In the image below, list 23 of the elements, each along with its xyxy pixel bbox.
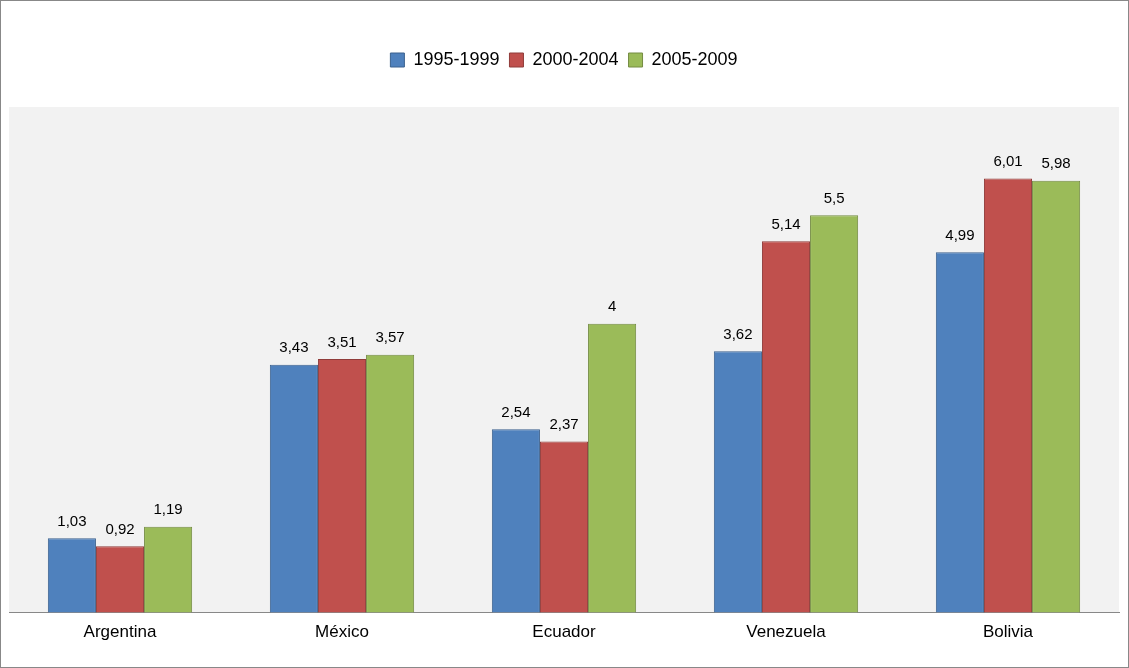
data-label: 1,19 (153, 500, 183, 518)
data-label: 4,99 (945, 225, 975, 243)
data-label: 0,92 (105, 519, 135, 537)
data-label: 5,98 (1041, 154, 1071, 172)
data-label: 2,54 (501, 402, 531, 420)
data-label: 5,5 (823, 188, 845, 206)
data-label: 5,14 (771, 214, 801, 232)
x-tick-label: Bolivia (982, 622, 1034, 642)
data-label: 4 (607, 297, 617, 315)
legend-label: 1995-1999 (413, 48, 500, 69)
data-label: 3,57 (375, 328, 405, 346)
x-tick-label: México (315, 622, 369, 642)
data-label: 2,37 (549, 415, 579, 433)
data-label: 1,03 (57, 511, 87, 529)
legend-label: 2005-2009 (651, 48, 738, 69)
data-label: 3,62 (723, 324, 753, 342)
data-label: 3,43 (279, 338, 309, 356)
data-label: 6,01 (993, 152, 1023, 170)
x-tick-label: Argentina (83, 622, 157, 642)
legend-label: 2000-2004 (532, 48, 619, 69)
x-tick-label: Venezuela (746, 622, 827, 642)
data-label: 3,51 (327, 332, 357, 350)
x-tick-label: Ecuador (532, 622, 596, 642)
